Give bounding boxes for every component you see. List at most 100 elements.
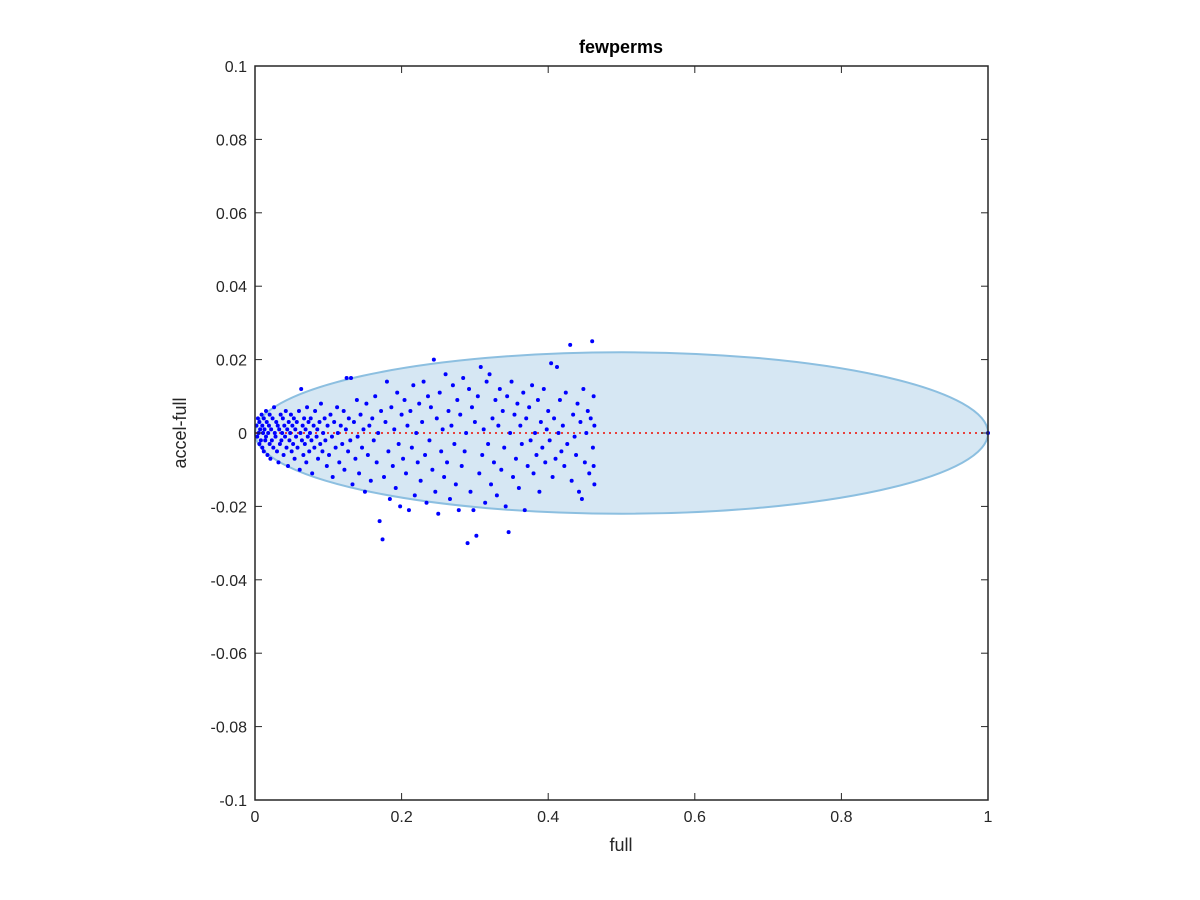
data-point xyxy=(512,412,517,417)
data-point xyxy=(477,471,482,476)
data-point xyxy=(362,489,367,494)
data-point xyxy=(557,397,562,402)
data-point xyxy=(277,442,282,447)
data-point xyxy=(361,427,366,432)
data-point xyxy=(318,442,323,447)
data-point xyxy=(487,372,492,377)
data-point xyxy=(390,464,395,469)
data-point xyxy=(462,449,467,454)
data-point xyxy=(396,442,401,447)
data-point xyxy=(455,397,460,402)
data-point xyxy=(406,508,411,513)
data-point xyxy=(307,431,312,435)
data-point xyxy=(260,445,265,450)
data-point xyxy=(468,489,473,494)
data-point xyxy=(513,456,518,461)
data-point xyxy=(541,386,546,391)
data-point xyxy=(327,453,332,458)
data-point xyxy=(350,482,355,487)
data-point xyxy=(572,434,577,439)
data-point xyxy=(387,497,392,502)
data-point xyxy=(283,408,288,413)
data-point xyxy=(386,449,391,454)
data-point xyxy=(316,456,321,461)
axes xyxy=(254,65,989,801)
data-point xyxy=(405,423,410,428)
data-point xyxy=(588,416,593,421)
data-point xyxy=(550,475,555,480)
data-point xyxy=(368,478,373,483)
data-point xyxy=(559,449,564,454)
data-point xyxy=(274,449,279,454)
data-point xyxy=(311,423,316,428)
data-point xyxy=(292,456,297,461)
data-point xyxy=(395,390,400,395)
data-point xyxy=(465,541,470,546)
data-point xyxy=(346,449,351,454)
data-point xyxy=(450,383,455,388)
data-point xyxy=(367,423,372,428)
data-point xyxy=(493,397,498,402)
data-point xyxy=(481,427,486,432)
data-point xyxy=(554,364,559,369)
data-point xyxy=(305,434,310,439)
data-point xyxy=(414,431,419,435)
data-point xyxy=(389,405,394,410)
y-tick-label: -0.04 xyxy=(211,573,248,590)
data-point xyxy=(511,475,516,480)
data-point xyxy=(261,431,266,435)
data-point xyxy=(261,449,266,454)
data-point xyxy=(321,431,326,435)
data-point xyxy=(490,416,495,421)
data-point xyxy=(478,364,483,369)
data-point xyxy=(544,427,549,432)
data-point xyxy=(402,397,407,402)
data-point xyxy=(424,500,429,505)
data-point xyxy=(318,401,323,406)
data-point xyxy=(303,427,308,432)
data-point xyxy=(571,412,576,417)
y-tick-label: -0.06 xyxy=(211,646,248,663)
data-point xyxy=(310,471,315,476)
data-point xyxy=(516,486,521,491)
data-point xyxy=(418,478,423,483)
data-point xyxy=(534,453,539,458)
y-tick-label: -0.02 xyxy=(211,499,248,516)
data-point xyxy=(365,453,370,458)
data-point xyxy=(315,427,320,432)
data-point xyxy=(277,427,282,432)
data-point xyxy=(531,471,536,476)
data-point xyxy=(322,416,327,421)
data-point xyxy=(302,442,307,447)
data-point xyxy=(469,405,474,410)
data-point xyxy=(309,438,314,443)
data-point xyxy=(590,339,595,344)
data-point xyxy=(281,453,286,458)
data-point xyxy=(343,427,348,432)
y-tick-label: 0 xyxy=(238,426,247,443)
data-point xyxy=(506,530,511,535)
data-point xyxy=(553,456,558,461)
x-tick-labels: 0 0.2 0.4 0.6 0.8 1 xyxy=(251,809,993,826)
data-point xyxy=(280,416,285,421)
data-point xyxy=(289,449,294,454)
data-point xyxy=(271,445,276,450)
data-point xyxy=(272,431,277,435)
data-point xyxy=(294,419,299,424)
data-point xyxy=(471,508,476,513)
data-point xyxy=(552,416,557,421)
data-point xyxy=(483,500,488,505)
x-tick-label: 0.8 xyxy=(830,809,852,826)
data-point xyxy=(446,408,451,413)
data-point xyxy=(434,416,439,421)
data-point xyxy=(371,438,376,443)
data-point xyxy=(423,453,428,458)
data-point xyxy=(499,467,504,472)
data-point xyxy=(549,361,554,366)
data-point xyxy=(300,423,305,428)
data-point xyxy=(431,357,436,362)
data-point xyxy=(351,419,356,424)
data-point xyxy=(575,401,580,406)
data-point xyxy=(259,412,264,417)
data-point xyxy=(323,438,328,443)
